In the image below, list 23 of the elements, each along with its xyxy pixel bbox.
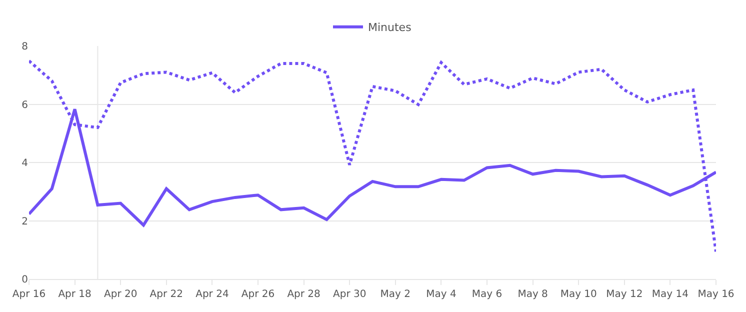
y-tick-label: 8: [22, 42, 28, 52]
x-tick-label: Apr 20: [104, 289, 138, 300]
x-tick-label: May 10: [560, 289, 597, 300]
y-tick-label: 2: [22, 216, 28, 228]
x-tick-label: Apr 22: [150, 289, 183, 300]
x-tick-label: Apr 28: [287, 289, 320, 300]
x-tick-label: May 2: [380, 289, 411, 300]
line-series: [29, 59, 716, 254]
x-tick-label: May 8: [518, 289, 548, 300]
x-tick-label: May 12: [606, 289, 643, 300]
legend-label: Minutes: [368, 21, 412, 34]
x-tick-label: May 16: [698, 289, 734, 300]
x-tick-label: May 14: [652, 289, 688, 300]
y-tick-label: 0: [22, 274, 28, 286]
y-tick-label: 6: [22, 100, 28, 111]
x-tick-label: May 4: [426, 289, 456, 300]
y-tick-label: 4: [22, 158, 28, 169]
x-tick-label: May 6: [472, 289, 502, 300]
x-tick-label: Apr 16: [12, 289, 46, 300]
x-tick-label: Apr 24: [196, 289, 229, 300]
x-tick-label: Apr 18: [58, 289, 92, 300]
x-tick-label: Apr 26: [241, 289, 275, 300]
x-tick-label: Apr 30: [333, 289, 366, 300]
